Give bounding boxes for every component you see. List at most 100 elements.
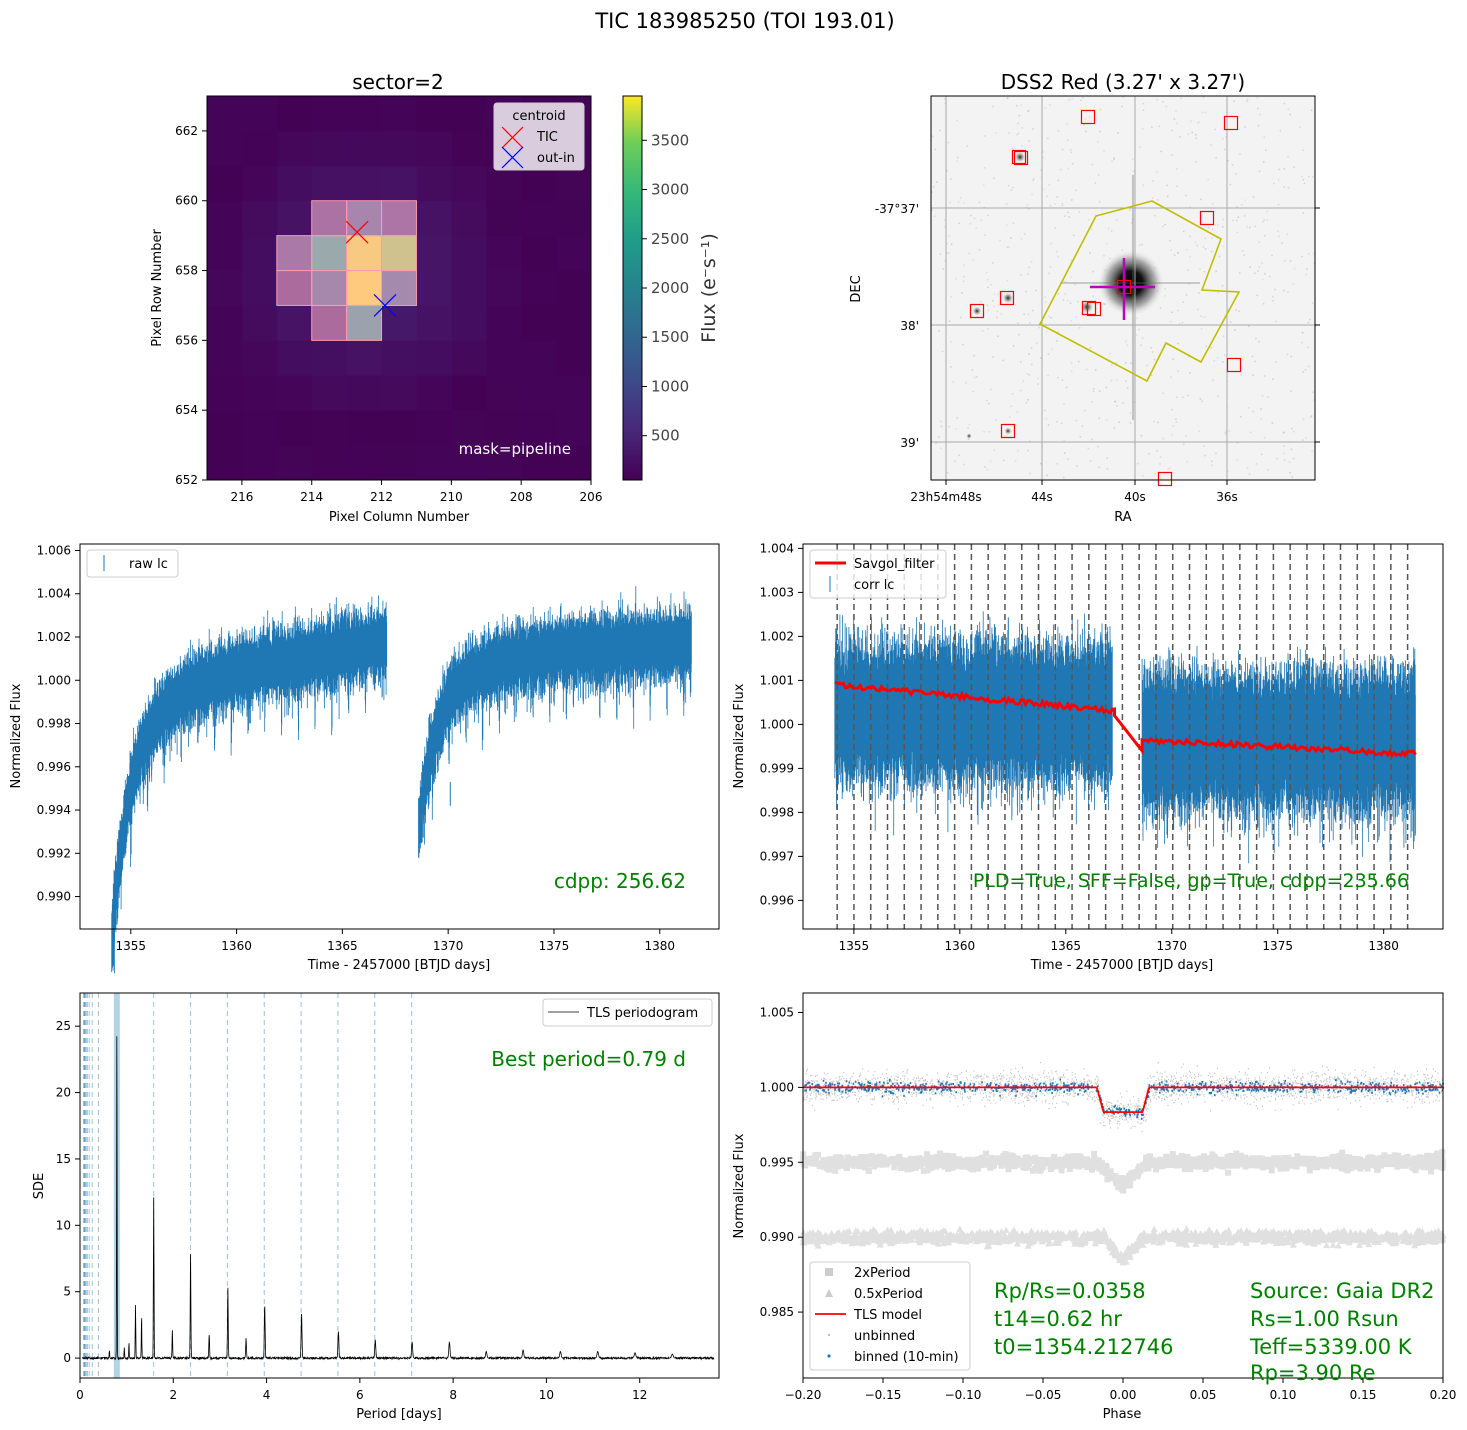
- noise-dot: [991, 300, 994, 302]
- tpf-pixel: [521, 375, 557, 411]
- tls-x-tick-label: 0: [76, 1388, 84, 1402]
- noise-dot: [1278, 235, 1280, 238]
- noise-dot: [1305, 437, 1307, 439]
- noise-dot: [1239, 272, 1241, 274]
- corr-y-tick-label: 1.001: [760, 673, 794, 687]
- noise-dot: [1197, 308, 1199, 311]
- tpf-x-tick-label: 212: [370, 490, 393, 504]
- tpf-pixel: [556, 200, 592, 237]
- noise-dot: [1070, 151, 1073, 154]
- tpf-pixel: [207, 200, 243, 237]
- tpf-pixel: [346, 96, 382, 132]
- double-period-markers: [800, 1149, 1446, 1194]
- tpf-pixel: [381, 375, 417, 411]
- noise-dot: [1114, 400, 1117, 403]
- fold-teff: Teff=5339.00 K: [1249, 1335, 1413, 1359]
- noise-dot: [1293, 267, 1296, 270]
- noise-dot: [1113, 427, 1116, 429]
- noise-dot: [1088, 116, 1091, 118]
- fold-x-tick-label: 0.20: [1430, 1388, 1457, 1402]
- noise-dot: [1171, 408, 1173, 411]
- noise-dot: [1263, 375, 1266, 377]
- noise-dot: [1185, 294, 1188, 296]
- noise-dot: [947, 141, 950, 144]
- noise-dot: [1215, 270, 1217, 273]
- noise-dot: [1162, 437, 1165, 440]
- noise-dot: [1226, 470, 1229, 472]
- noise-dot: [1182, 396, 1184, 399]
- noise-dot: [973, 217, 976, 220]
- noise-dot: [1207, 178, 1209, 181]
- noise-dot: [1044, 107, 1047, 109]
- noise-dot: [1215, 156, 1217, 159]
- noise-dot: [938, 330, 941, 332]
- noise-dot: [976, 315, 979, 318]
- noise-dot: [1236, 231, 1239, 234]
- noise-dot: [1151, 197, 1154, 199]
- noise-dot: [1015, 104, 1018, 107]
- noise-dot: [1177, 251, 1179, 254]
- noise-dot: [1235, 219, 1238, 222]
- noise-dot: [1154, 472, 1157, 475]
- noise-dot: [1131, 158, 1134, 160]
- fold-legend: 2xPeriod 0.5xPeriod TLS model unbinned b…: [809, 1261, 971, 1371]
- noise-dot: [944, 225, 946, 228]
- noise-dot: [939, 447, 942, 450]
- unbinned-points: [803, 1061, 1444, 1133]
- noise-dot: [1254, 272, 1256, 274]
- noise-dot: [1051, 348, 1053, 351]
- raw-x-tick-label: 1355: [116, 939, 147, 953]
- noise-dot: [959, 316, 962, 319]
- tpf-pixel: [416, 235, 452, 271]
- tpf-pixel: [241, 130, 278, 167]
- noise-dot: [1217, 395, 1219, 398]
- noise-dot: [1225, 431, 1227, 433]
- noise-dot: [1071, 97, 1074, 100]
- colorbar-tick-label: 3000: [651, 181, 689, 199]
- noise-dot: [1056, 196, 1059, 198]
- noise-dot: [1041, 151, 1044, 153]
- noise-dot: [948, 235, 950, 238]
- gaia-source-box: [1011, 149, 1027, 165]
- tpf-pixel: [451, 200, 487, 237]
- noise-dot: [1214, 128, 1217, 131]
- colorbar-tick-label: 2500: [651, 230, 689, 248]
- noise-dot: [1303, 182, 1306, 185]
- tpf-pixel: [276, 445, 313, 481]
- noise-dot: [1159, 463, 1161, 465]
- noise-dot: [986, 271, 988, 274]
- noise-dot: [1128, 209, 1131, 211]
- noise-dot: [1075, 419, 1078, 422]
- noise-dot: [997, 335, 999, 337]
- noise-dot: [973, 376, 976, 379]
- noise-dot: [1243, 215, 1246, 217]
- noise-dot: [1255, 337, 1257, 340]
- noise-dot: [1089, 347, 1092, 349]
- gaia-source-box: [1226, 357, 1242, 373]
- tpf-pixel: [416, 200, 452, 237]
- noise-dot: [1287, 155, 1289, 158]
- tpf-mask-annotation: mask=pipeline: [459, 440, 571, 458]
- noise-dot: [932, 186, 935, 188]
- noise-dot: [1012, 222, 1015, 224]
- tpf-pixel: [207, 340, 243, 376]
- tpf-pixel: [381, 96, 417, 132]
- noise-dot: [1181, 321, 1184, 324]
- noise-dot: [1072, 234, 1075, 237]
- noise-dot: [1135, 334, 1138, 336]
- noise-dot: [1304, 369, 1307, 371]
- noise-dot: [1310, 109, 1313, 112]
- noise-dot: [1216, 357, 1219, 359]
- fold-x-tick-label: 0.05: [1190, 1388, 1217, 1402]
- noise-dot: [1263, 136, 1266, 138]
- raw-axes-frame: [79, 543, 720, 930]
- raw-y-tick-label: 0.990: [37, 890, 71, 904]
- tls-legend-box: [542, 998, 713, 1027]
- mask-pixel: [346, 235, 383, 272]
- noise-dot: [1078, 327, 1081, 329]
- raw-legend: raw lc: [86, 549, 179, 578]
- noise-dot: [1210, 460, 1213, 463]
- noise-dot: [962, 280, 965, 283]
- mask-pixel: [311, 304, 348, 341]
